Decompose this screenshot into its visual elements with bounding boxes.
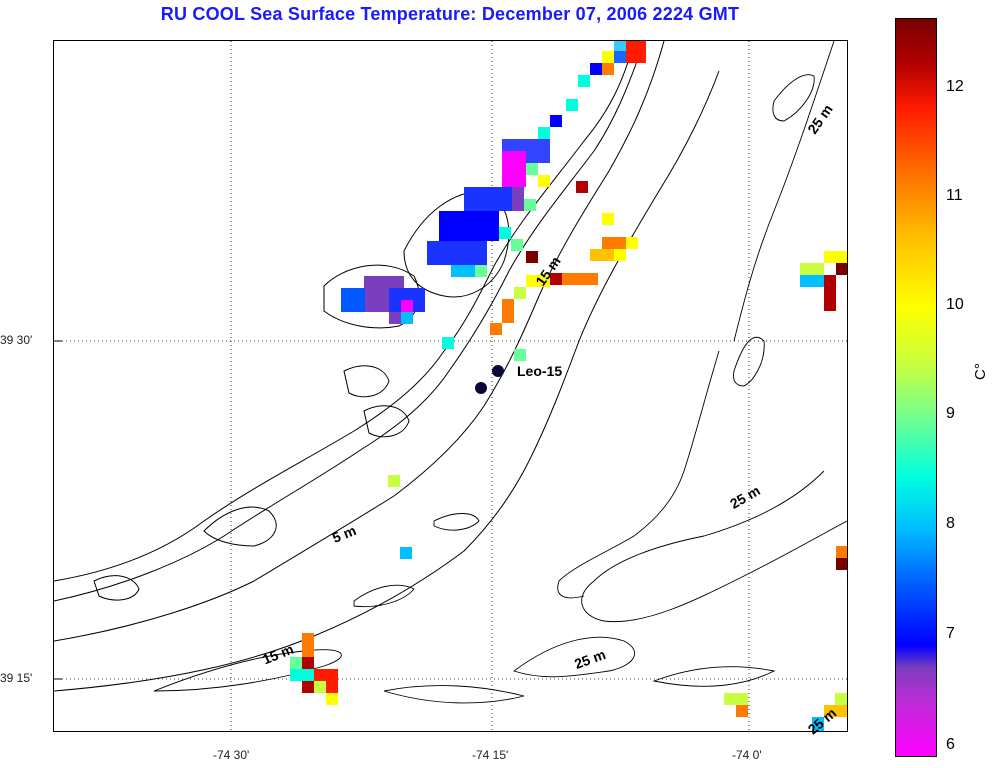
lon-tick-74-30: -74 30' bbox=[213, 748, 250, 762]
colorbar-tick-12: 12 bbox=[946, 78, 964, 95]
lon-tick-74-0: -74 0' bbox=[732, 748, 762, 762]
lat-tick-39-15: 39 15' bbox=[0, 671, 33, 685]
lon-tick-74-15: -74 15' bbox=[472, 748, 509, 762]
colorbar-unit-label: C° bbox=[972, 363, 989, 380]
station-marker-1 bbox=[492, 365, 504, 377]
colorbar-tick-7: 7 bbox=[946, 625, 955, 642]
colorbar-tick-10: 10 bbox=[946, 296, 964, 313]
station-label: Leo-15 bbox=[517, 363, 563, 379]
colorbar-tick-11: 11 bbox=[946, 187, 963, 204]
sst-map bbox=[53, 40, 848, 741]
colorbar-tick-8: 8 bbox=[946, 515, 955, 532]
map-frame: Leo-15 5 m 15 m 15 m 25 m 25 m 25 m 25 m bbox=[53, 40, 848, 741]
colorbar-tick-9: 9 bbox=[946, 405, 955, 422]
map-title: RU COOL Sea Surface Temperature: Decembe… bbox=[160, 4, 740, 24]
lat-tick-39-30: 39 30' bbox=[0, 333, 33, 347]
temperature-colorbar bbox=[895, 18, 937, 757]
colorbar-tick-6: 6 bbox=[946, 736, 955, 753]
station-marker-2 bbox=[475, 382, 487, 394]
